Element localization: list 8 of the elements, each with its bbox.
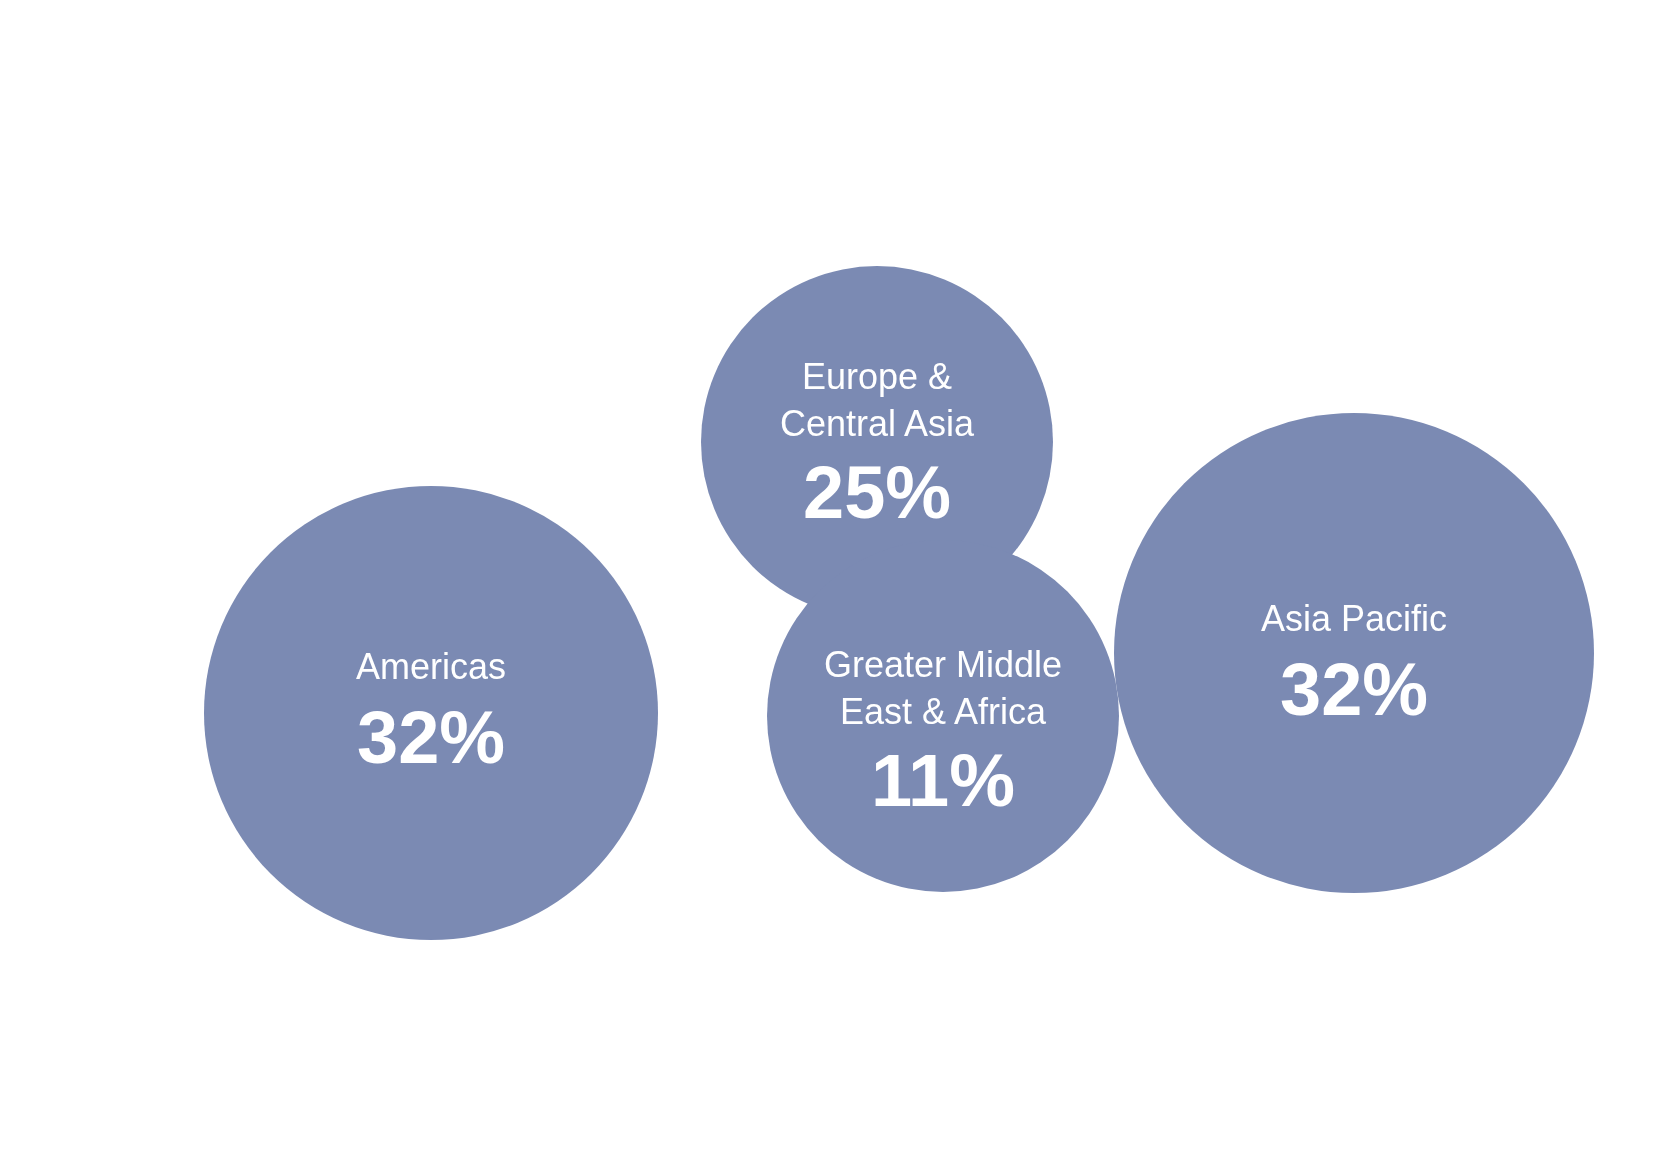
category-label: Europe & Central Asia (780, 356, 976, 444)
category-label: Asia Pacific (1261, 598, 1448, 639)
data-label: 11% (871, 739, 1016, 822)
data-label: 32% (357, 696, 506, 779)
data-label: 32% (1280, 648, 1429, 731)
category-label: Greater Middle East & Africa (824, 644, 1063, 732)
category-label: Americas (356, 646, 507, 687)
data-label: 25% (803, 451, 952, 534)
